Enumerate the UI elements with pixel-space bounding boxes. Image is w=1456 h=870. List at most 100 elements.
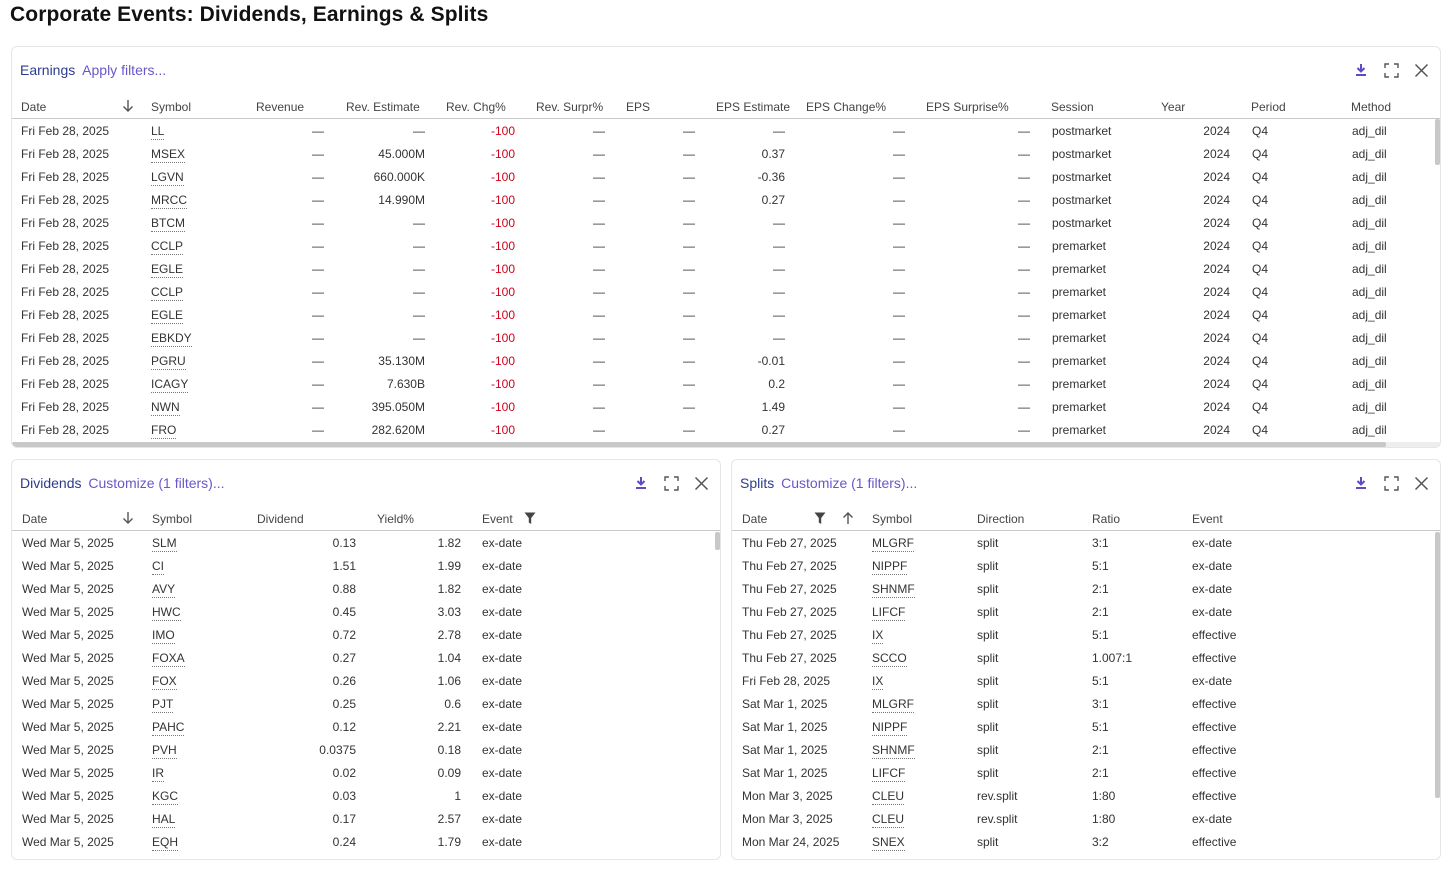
table-row[interactable]: Mon Mar 3, 2025 CLEU rev.split 1:80 ex-date <box>732 808 1440 831</box>
table-row[interactable]: Wed Mar 5, 2025 HWC 0.45 3.03 ex-date <box>12 601 720 624</box>
table-row[interactable]: Fri Feb 28, 2025 IX split 5:1 ex-date <box>732 670 1440 693</box>
cell-symbol[interactable]: SHNMF <box>872 582 915 598</box>
table-row[interactable]: Wed Mar 5, 2025 SLM 0.13 1.82 ex-date <box>12 532 720 555</box>
splits-download-button[interactable] <box>1346 473 1376 493</box>
cell-symbol[interactable]: FOX <box>152 674 177 690</box>
cell-symbol[interactable]: CCLP <box>151 239 184 255</box>
cell-symbol[interactable]: AVY <box>152 582 176 598</box>
cell-symbol[interactable]: MRCC <box>151 193 187 209</box>
cell-symbol[interactable]: PVH <box>152 743 177 759</box>
cell-symbol[interactable]: HAL <box>152 812 176 828</box>
cell-symbol[interactable]: FRO <box>151 423 177 439</box>
col-header-eps-change[interactable]: EPS Change% <box>806 100 887 114</box>
dividends-download-button[interactable] <box>626 473 656 493</box>
table-row[interactable]: Wed Mar 5, 2025 PVH 0.0375 0.18 ex-date <box>12 739 720 762</box>
cell-symbol[interactable]: IMO <box>152 628 175 644</box>
table-row[interactable]: Wed Mar 5, 2025 PAHC 0.12 2.21 ex-date <box>12 716 720 739</box>
table-row[interactable]: Sat Mar 1, 2025 LIFCF split 2:1 effective <box>732 762 1440 785</box>
table-row[interactable]: Thu Feb 27, 2025 SHNMF split 2:1 ex-date <box>732 578 1440 601</box>
cell-symbol[interactable]: ICAGY <box>151 377 189 393</box>
cell-symbol[interactable]: CI <box>152 559 164 575</box>
table-row[interactable]: Wed Mar 5, 2025 FOXA 0.27 1.04 ex-date <box>12 647 720 670</box>
col-header-date[interactable]: Date <box>21 100 47 114</box>
table-row[interactable]: Fri Feb 28, 2025 MSEX — 45.000M -100 — — 0.37 — —… <box>12 143 1440 166</box>
table-row[interactable]: Sat Mar 1, 2025 NIPPF split 5:1 effective <box>732 716 1440 739</box>
col-header-rev-surpr[interactable]: Rev. Surpr% <box>536 100 604 114</box>
col-header-eps-surprise[interactable]: EPS Surprise% <box>926 100 1009 114</box>
sort-descending-icon[interactable] <box>122 511 134 525</box>
splits-customize-link[interactable]: Customize (1 filters)... <box>781 475 918 491</box>
table-row[interactable]: Fri Feb 28, 2025 FRO — 282.620M -100 — — 0.27 — —… <box>12 419 1440 442</box>
col-header-period[interactable]: Period <box>1251 100 1286 114</box>
table-row[interactable]: Fri Feb 28, 2025 LGVN — 660.000K -100 — — -0.36… <box>12 166 1440 189</box>
cell-symbol[interactable]: FOXA <box>152 651 185 667</box>
cell-symbol[interactable]: NWN <box>151 400 180 416</box>
table-row[interactable]: Thu Feb 27, 2025 IX split 5:1 effective <box>732 624 1440 647</box>
filter-icon[interactable] <box>814 512 826 525</box>
table-row[interactable]: Fri Feb 28, 2025 ICAGY — 7.630B -100 — — 0.2 — — p… <box>12 373 1440 396</box>
table-row[interactable]: Wed Mar 5, 2025 KGC 0.03 1 ex-date <box>12 785 720 808</box>
col-header-symbol[interactable]: Symbol <box>872 512 913 526</box>
col-header-event[interactable]: Event <box>482 512 513 526</box>
cell-symbol[interactable]: CCLP <box>151 285 184 301</box>
table-row[interactable]: Sat Mar 1, 2025 SHNMF split 2:1 effective <box>732 739 1440 762</box>
cell-symbol[interactable]: MLGRF <box>872 536 914 552</box>
cell-symbol[interactable]: MLGRF <box>872 697 914 713</box>
cell-symbol[interactable]: SLM <box>152 536 177 552</box>
dividends-close-button[interactable] <box>686 473 716 493</box>
col-header-symbol[interactable]: Symbol <box>152 512 193 526</box>
earnings-close-button[interactable] <box>1406 60 1436 80</box>
table-row[interactable]: Fri Feb 28, 2025 MRCC — 14.990M -100 — — 0.27 — —… <box>12 189 1440 212</box>
col-header-method[interactable]: Method <box>1351 100 1392 114</box>
filter-icon[interactable] <box>524 512 536 525</box>
col-header-date[interactable]: Date <box>22 512 48 526</box>
cell-symbol[interactable]: KGC <box>152 789 179 805</box>
table-row[interactable]: Mon Mar 24, 2025 SNEX split 3:2 effective <box>732 831 1440 854</box>
table-row[interactable]: Fri Feb 28, 2025 PGRU — 35.130M -100 — — -0.01 —… <box>12 350 1440 373</box>
cell-symbol[interactable]: CLEU <box>872 789 905 805</box>
table-row[interactable]: Thu Feb 27, 2025 MLGRF split 3:1 ex-date <box>732 532 1440 555</box>
sort-descending-icon[interactable] <box>122 99 134 113</box>
cell-symbol[interactable]: LGVN <box>151 170 184 186</box>
table-row[interactable]: Fri Feb 28, 2025 LL — — -100 — — — — — postmarket 2… <box>12 120 1440 143</box>
table-row[interactable]: Thu Feb 27, 2025 LIFCF split 2:1 ex-date <box>732 601 1440 624</box>
cell-symbol[interactable]: LL <box>151 124 165 140</box>
cell-symbol[interactable]: IX <box>872 674 884 690</box>
table-row[interactable]: Wed Mar 5, 2025 EQH 0.24 1.79 ex-date <box>12 831 720 854</box>
cell-symbol[interactable]: LIFCF <box>872 605 906 621</box>
dividends-expand-button[interactable] <box>656 473 686 493</box>
cell-symbol[interactable]: EBKDY <box>151 331 192 347</box>
cell-symbol[interactable]: EGLE <box>151 308 184 324</box>
cell-symbol[interactable]: SNEX <box>872 835 905 851</box>
cell-symbol[interactable]: SCCO <box>872 651 907 667</box>
table-row[interactable]: Wed Mar 5, 2025 IR 0.02 0.09 ex-date <box>12 762 720 785</box>
table-row[interactable]: Wed Mar 5, 2025 FOX 0.26 1.06 ex-date <box>12 670 720 693</box>
col-header-ratio[interactable]: Ratio <box>1092 512 1121 526</box>
col-header-eps[interactable]: EPS <box>626 100 651 114</box>
col-header-date[interactable]: Date <box>742 512 768 526</box>
cell-symbol[interactable]: NIPPF <box>872 720 908 736</box>
earnings-download-button[interactable] <box>1346 60 1376 80</box>
splits-vertical-scrollbar[interactable] <box>1435 532 1440 798</box>
dividends-customize-link[interactable]: Customize (1 filters)... <box>88 475 225 491</box>
col-header-rev-chg[interactable]: Rev. Chg% <box>446 100 506 114</box>
table-row[interactable]: Fri Feb 28, 2025 BTCM — — -100 — — — — — postmarke… <box>12 212 1440 235</box>
cell-symbol[interactable]: BTCM <box>151 216 185 232</box>
earnings-vertical-scrollbar[interactable] <box>1435 119 1440 165</box>
cell-symbol[interactable]: PAHC <box>152 720 185 736</box>
cell-symbol[interactable]: IR <box>152 766 164 782</box>
cell-symbol[interactable]: NIPPF <box>872 559 908 575</box>
table-row[interactable]: Fri Feb 28, 2025 CCLP — — -100 — — — — — premarket… <box>12 235 1440 258</box>
table-row[interactable]: Fri Feb 28, 2025 EGLE — — -100 — — — — — premarket… <box>12 304 1440 327</box>
col-header-year[interactable]: Year <box>1161 100 1186 114</box>
sort-ascending-icon[interactable] <box>842 511 854 525</box>
table-row[interactable]: Wed Mar 5, 2025 IMO 0.72 2.78 ex-date <box>12 624 720 647</box>
table-row[interactable]: Mon Mar 3, 2025 CLEU rev.split 1:80 effectiv… <box>732 785 1440 808</box>
splits-close-button[interactable] <box>1406 473 1436 493</box>
col-header-dividend[interactable]: Dividend <box>257 512 304 526</box>
cell-symbol[interactable]: SHNMF <box>872 743 915 759</box>
table-row[interactable]: Thu Feb 27, 2025 NIPPF split 5:1 ex-date <box>732 555 1440 578</box>
col-header-eps-estimate[interactable]: EPS Estimate <box>716 100 791 114</box>
cell-symbol[interactable]: LIFCF <box>872 766 906 782</box>
table-row[interactable]: Sat Mar 1, 2025 MLGRF split 3:1 effective <box>732 693 1440 716</box>
